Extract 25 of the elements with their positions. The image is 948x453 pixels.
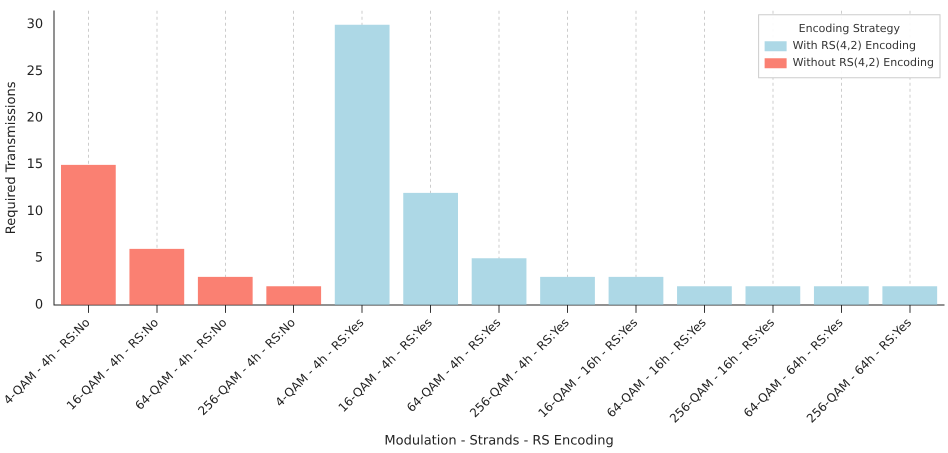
bar [60,164,116,305]
bar [334,24,390,305]
y-tick-label: 0 [34,297,44,312]
x-axis-title: Modulation - Strands - RS Encoding [384,434,614,449]
bar [266,286,322,305]
y-tick-label: 15 [26,157,44,172]
bar [608,276,664,305]
y-tick-label: 25 [26,64,44,79]
bar [198,276,253,305]
legend-label: Without RS(4,2) Encoding [792,56,934,70]
legend-label: With RS(4,2) Encoding [792,39,916,52]
bar [882,286,938,305]
y-tick-label: 20 [26,110,44,126]
bar [814,286,869,305]
legend-title: Encoding Strategy [798,22,900,36]
y-tick-label: 10 [26,204,44,219]
bar [472,258,526,305]
bar [403,192,458,305]
bar [745,286,800,305]
bar [677,286,732,305]
bar [129,248,184,305]
y-axis-title: Required Transmissions [4,81,20,234]
y-tick-label: 5 [34,250,44,266]
bar [540,276,595,305]
y-tick-label: 30 [26,17,44,32]
